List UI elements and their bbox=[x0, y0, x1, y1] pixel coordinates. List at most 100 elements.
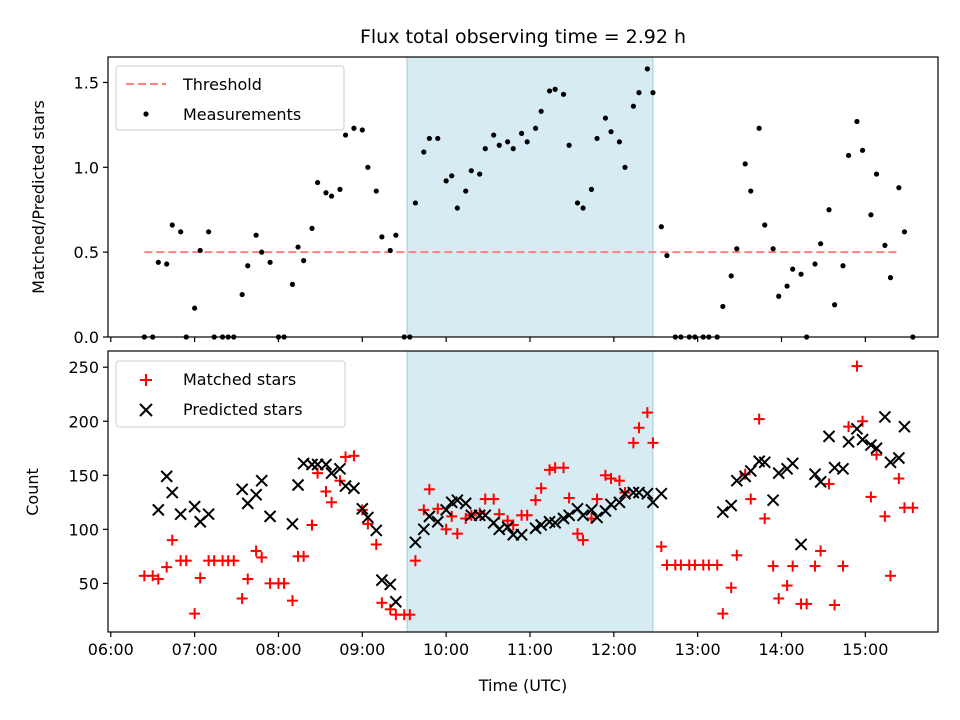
measurement-point-67 bbox=[608, 129, 614, 135]
x-tick-label-5: 11:00 bbox=[507, 640, 553, 659]
matched-star-point-30 bbox=[348, 450, 360, 462]
predicted-star-stroke-b bbox=[375, 573, 389, 587]
predicted-star-point-60 bbox=[641, 487, 654, 500]
predicted-star-stroke-b bbox=[263, 510, 277, 523]
measurement-point-92 bbox=[784, 283, 790, 289]
measurement-point-46 bbox=[463, 188, 469, 194]
predicted-star-point-7 bbox=[235, 483, 249, 496]
predicted-star-stroke-b bbox=[548, 516, 562, 530]
matched-star-point-33 bbox=[370, 538, 382, 550]
matched-star-point-88 bbox=[753, 413, 765, 425]
predicted-star-stroke-b bbox=[202, 507, 215, 521]
x-tick-label-1: 07:00 bbox=[172, 640, 218, 659]
measurement-point-32 bbox=[365, 164, 371, 170]
x-tick-label-7: 13:00 bbox=[675, 640, 721, 659]
predicted-star-stroke-b bbox=[590, 511, 604, 524]
legend-matched-swatch bbox=[140, 374, 152, 386]
predicted-star-point-25 bbox=[375, 573, 389, 587]
predicted-star-point-71 bbox=[772, 466, 785, 480]
measurement-point-47 bbox=[468, 168, 474, 174]
matched-star-point-29 bbox=[340, 451, 352, 463]
predicted-star-stroke-b bbox=[571, 502, 584, 515]
predicted-star-stroke-b bbox=[389, 595, 403, 608]
matched-star-point-71 bbox=[633, 422, 645, 434]
bottom-y-tick-label-0: 50 bbox=[79, 574, 99, 593]
measurement-point-9 bbox=[206, 229, 212, 235]
matched-star-point-100 bbox=[837, 560, 849, 572]
measurement-point-18 bbox=[267, 259, 273, 265]
predicted-star-stroke-b bbox=[842, 435, 855, 448]
measurement-point-52 bbox=[505, 139, 511, 145]
predicted-star-point-73 bbox=[786, 457, 799, 470]
predicted-star-stroke-b bbox=[627, 486, 640, 499]
matched-star-point-85 bbox=[731, 549, 743, 561]
measurement-point-41 bbox=[426, 135, 432, 142]
matched-star-point-73 bbox=[647, 437, 659, 449]
measurement-point-42 bbox=[435, 135, 441, 142]
predicted-star-stroke-b bbox=[255, 474, 268, 487]
measurement-point-59 bbox=[552, 86, 558, 92]
measurement-point-60 bbox=[560, 91, 567, 97]
predicted-star-point-62 bbox=[655, 487, 668, 500]
predicted-star-point-75 bbox=[808, 468, 822, 481]
matched-star-point-14 bbox=[236, 592, 248, 604]
measurement-point-50 bbox=[491, 132, 497, 138]
matched-star-point-103 bbox=[857, 415, 869, 427]
matched-star-point-4 bbox=[166, 534, 178, 546]
predicted-star-stroke-b bbox=[898, 420, 911, 433]
matched-star-point-105 bbox=[871, 449, 883, 461]
matched-star-point-61 bbox=[563, 492, 575, 504]
predicted-star-point-41 bbox=[501, 520, 514, 534]
predicted-star-stroke-b bbox=[439, 503, 453, 517]
predicted-star-point-3 bbox=[174, 507, 187, 521]
matched-star-point-65 bbox=[591, 493, 603, 505]
measurement-point-56 bbox=[532, 125, 539, 131]
predicted-star-stroke-b bbox=[305, 458, 319, 471]
top-y-tick-label-0: 0.0 bbox=[74, 328, 99, 347]
matched-star-point-41 bbox=[423, 483, 435, 495]
legend-measurements-swatch bbox=[143, 111, 149, 117]
measurement-point-3 bbox=[164, 261, 170, 267]
measurement-point-72 bbox=[644, 66, 650, 72]
matched-star-point-70 bbox=[627, 437, 639, 449]
x-tick-label-6: 12:00 bbox=[591, 640, 637, 659]
measurement-point-40 bbox=[421, 149, 427, 155]
predicted-star-point-12 bbox=[286, 517, 299, 531]
measurement-point-61 bbox=[566, 142, 572, 148]
matched-star-point-17 bbox=[256, 551, 268, 563]
measurement-point-96 bbox=[812, 261, 818, 267]
bottom-legend-box bbox=[115, 360, 346, 428]
matched-star-point-92 bbox=[781, 580, 793, 592]
matched-star-point-99 bbox=[829, 599, 841, 611]
top-y-tick-label-3: 1.5 bbox=[74, 73, 99, 92]
predicted-star-point-2 bbox=[166, 486, 179, 499]
measurement-point-23 bbox=[301, 258, 307, 264]
predicted-star-point-10 bbox=[255, 474, 268, 487]
matched-star-point-1 bbox=[147, 570, 159, 582]
legend-predicted-swatch bbox=[139, 403, 153, 417]
x-tick-label-3: 09:00 bbox=[339, 640, 385, 659]
predicted-star-stroke-b bbox=[333, 462, 347, 476]
panel-top: 0.0 0.5 1.0 1.5 Flux total observing time =… bbox=[29, 26, 939, 347]
matched-star-point-13 bbox=[228, 555, 240, 567]
matched-star-point-8 bbox=[194, 572, 206, 584]
predicted-star-stroke-b bbox=[856, 433, 869, 446]
measurement-point-94 bbox=[798, 271, 804, 277]
predicted-star-stroke-b bbox=[864, 438, 878, 452]
matched-star-point-20 bbox=[278, 577, 290, 589]
top-axes-frame bbox=[107, 56, 939, 338]
predicted-star-point-83 bbox=[864, 438, 878, 452]
measurement-point-87 bbox=[748, 188, 754, 194]
top-legend-box bbox=[115, 65, 345, 131]
matched-star-point-52 bbox=[502, 515, 514, 527]
matched-star-point-90 bbox=[767, 560, 779, 572]
predicted-star-point-69 bbox=[758, 456, 771, 469]
predicted-star-stroke-b bbox=[356, 502, 369, 515]
bottom-series-layer bbox=[138, 360, 919, 621]
measurement-point-57 bbox=[538, 108, 544, 114]
measurement-point-88 bbox=[756, 125, 762, 131]
predicted-star-stroke-b bbox=[752, 455, 766, 468]
predicted-star-point-43 bbox=[515, 528, 528, 541]
predicted-star-stroke-b bbox=[758, 456, 771, 469]
